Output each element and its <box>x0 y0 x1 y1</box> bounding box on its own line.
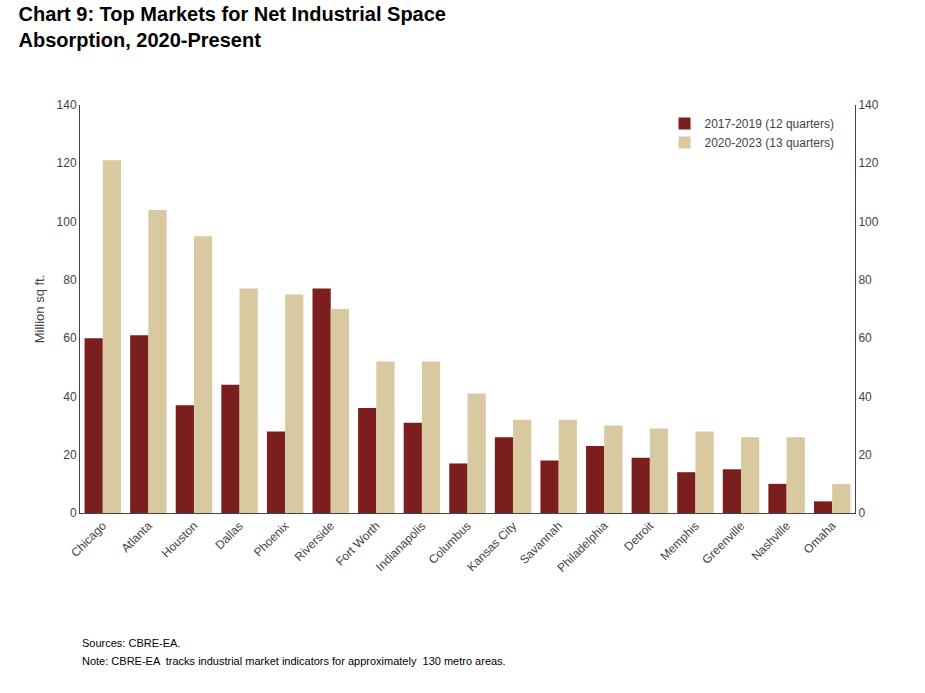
svg-text:120: 120 <box>858 156 878 170</box>
svg-text:40: 40 <box>63 390 77 404</box>
svg-text:Atlanta: Atlanta <box>118 519 155 556</box>
svg-text:Memphis: Memphis <box>657 519 701 563</box>
svg-text:Savannah: Savannah <box>517 519 565 567</box>
svg-text:20: 20 <box>858 448 872 462</box>
svg-text:20: 20 <box>63 448 77 462</box>
svg-text:Chart 9: Top Markets for Net I: Chart 9: Top Markets for Net Industrial … <box>19 3 447 51</box>
svg-text:Note: CBRE-EA tracks industri: Note: CBRE-EA tracks industrial market i… <box>82 655 506 667</box>
svg-text:60: 60 <box>858 331 872 345</box>
svg-text:Million sq ft.: Million sq ft. <box>32 275 47 344</box>
svg-text:100: 100 <box>858 215 878 229</box>
svg-text:Greenville: Greenville <box>699 519 747 567</box>
svg-text:0: 0 <box>858 506 865 520</box>
svg-text:Omaha: Omaha <box>801 519 839 557</box>
svg-text:40: 40 <box>858 390 872 404</box>
svg-text:Nashville: Nashville <box>749 519 794 564</box>
svg-text:Dallas: Dallas <box>212 519 245 552</box>
svg-text:140: 140 <box>57 98 77 112</box>
svg-text:Phoenix: Phoenix <box>251 519 292 560</box>
svg-text:Fort Worth: Fort Worth <box>333 519 383 569</box>
svg-text:Columbus: Columbus <box>426 519 474 567</box>
svg-text:80: 80 <box>858 273 872 287</box>
svg-text:60: 60 <box>63 331 77 345</box>
svg-text:Detroit: Detroit <box>621 518 656 553</box>
svg-text:Sources: CBRE-EA.: Sources: CBRE-EA. <box>82 637 180 649</box>
svg-text:140: 140 <box>858 98 878 112</box>
svg-text:2017-2019 (12 quarters): 2017-2019 (12 quarters) <box>705 117 834 131</box>
svg-text:Kansas City: Kansas City <box>464 519 519 574</box>
svg-text:120: 120 <box>57 156 77 170</box>
svg-text:0: 0 <box>70 506 77 520</box>
svg-text:80: 80 <box>63 273 77 287</box>
svg-text:Philadelphia: Philadelphia <box>554 519 610 575</box>
svg-text:Chicago: Chicago <box>68 519 109 560</box>
svg-text:100: 100 <box>57 215 77 229</box>
svg-text:Indianapolis: Indianapolis <box>373 519 428 574</box>
svg-text:Riverside: Riverside <box>292 519 337 564</box>
svg-text:2020-2023 (13 quarters): 2020-2023 (13 quarters) <box>705 136 834 150</box>
svg-text:Houston: Houston <box>159 519 201 561</box>
